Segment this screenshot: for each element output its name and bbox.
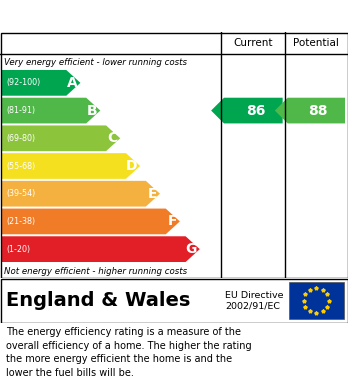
Bar bbox=[288, 282, 344, 319]
Text: B: B bbox=[87, 104, 97, 118]
Text: (81-91): (81-91) bbox=[6, 106, 35, 115]
Polygon shape bbox=[211, 98, 283, 124]
Text: Energy Efficiency Rating: Energy Efficiency Rating bbox=[17, 9, 227, 23]
Polygon shape bbox=[2, 236, 200, 262]
Text: Current: Current bbox=[233, 38, 272, 48]
Text: (39-54): (39-54) bbox=[6, 189, 35, 198]
Polygon shape bbox=[2, 208, 180, 234]
Text: England & Wales: England & Wales bbox=[6, 291, 190, 310]
Polygon shape bbox=[2, 70, 80, 96]
Polygon shape bbox=[2, 98, 100, 124]
Text: (21-38): (21-38) bbox=[6, 217, 35, 226]
Text: F: F bbox=[167, 214, 177, 228]
Text: The energy efficiency rating is a measure of the
overall efficiency of a home. T: The energy efficiency rating is a measur… bbox=[6, 327, 252, 378]
Text: 86: 86 bbox=[246, 104, 265, 118]
Text: Potential: Potential bbox=[293, 38, 339, 48]
Polygon shape bbox=[2, 153, 140, 179]
Text: E: E bbox=[148, 187, 157, 201]
Polygon shape bbox=[2, 181, 160, 206]
Text: (92-100): (92-100) bbox=[6, 78, 40, 87]
Text: D: D bbox=[126, 159, 137, 173]
Text: (69-80): (69-80) bbox=[6, 134, 35, 143]
Text: G: G bbox=[185, 242, 197, 256]
Text: Not energy efficient - higher running costs: Not energy efficient - higher running co… bbox=[4, 267, 187, 276]
Text: (55-68): (55-68) bbox=[6, 161, 35, 170]
Text: Very energy efficient - lower running costs: Very energy efficient - lower running co… bbox=[4, 57, 187, 66]
Text: EU Directive
2002/91/EC: EU Directive 2002/91/EC bbox=[225, 291, 284, 310]
Polygon shape bbox=[2, 126, 120, 151]
Polygon shape bbox=[275, 98, 345, 124]
Text: 88: 88 bbox=[309, 104, 328, 118]
Text: (1-20): (1-20) bbox=[6, 245, 30, 254]
Text: C: C bbox=[107, 131, 117, 145]
Text: A: A bbox=[67, 76, 78, 90]
